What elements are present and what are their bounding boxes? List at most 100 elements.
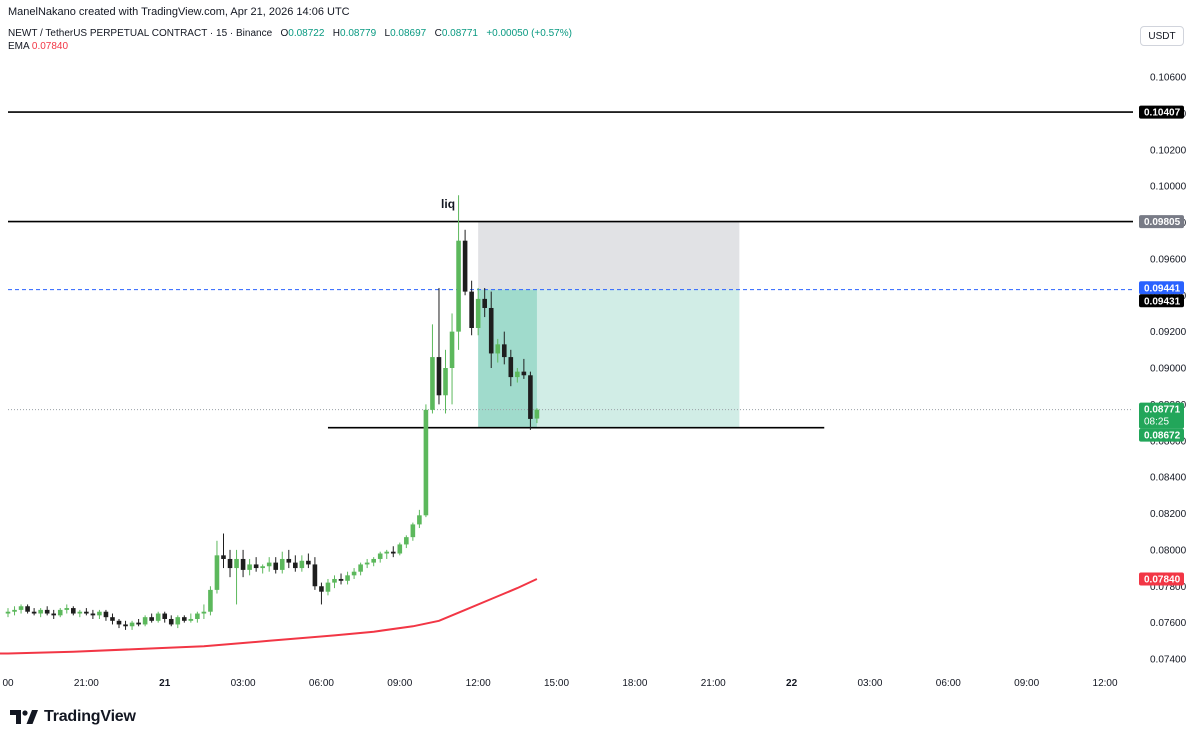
- candle-body: [443, 368, 448, 396]
- candle-body: [299, 560, 305, 569]
- candle-body: [332, 578, 337, 583]
- currency-button[interactable]: USDT: [1140, 26, 1184, 46]
- candle-body: [201, 611, 207, 614]
- candle-body: [57, 609, 63, 616]
- ema-series: [0, 578, 538, 655]
- candle-body: [371, 558, 376, 563]
- candle-body: [377, 553, 383, 559]
- candle-body: [528, 375, 533, 419]
- time-tick-label: 12:00: [466, 678, 491, 689]
- candle-49: [325, 578, 331, 596]
- tradingview-logo[interactable]: TradingView: [10, 708, 136, 726]
- legend-close-label: C: [434, 28, 442, 39]
- candle-72: [475, 287, 481, 336]
- candle-body: [208, 589, 213, 612]
- candle-body: [247, 564, 252, 570]
- candle-body: [5, 611, 11, 614]
- candle-body: [221, 555, 226, 559]
- legend-symbol[interactable]: NEWT / TetherUS PERPETUAL CONTRACT · 15 …: [8, 28, 273, 39]
- legend-ema-label: EMA: [8, 41, 30, 52]
- candle-body: [25, 606, 30, 612]
- candle-2: [18, 604, 24, 614]
- candle-body: [142, 617, 148, 625]
- price-label-0.09805: 0.09805: [1139, 215, 1184, 229]
- candle-15: [103, 609, 109, 621]
- candle-45: [299, 555, 305, 572]
- candle-12: [84, 608, 89, 616]
- annotations: liq: [441, 197, 455, 211]
- candle-60: [397, 542, 403, 556]
- candle-body: [175, 617, 181, 625]
- candle-body: [338, 578, 344, 581]
- stop-loss-zone[interactable]: [478, 221, 740, 290]
- position-tool[interactable]: [478, 221, 740, 428]
- price-tick-label: 0.08400: [1150, 473, 1187, 484]
- candle-56: [371, 557, 376, 567]
- legend-ema-row[interactable]: EMA 0.07840: [8, 40, 572, 53]
- legend-change: +0.00050 (+0.57%): [486, 28, 572, 39]
- candle-body: [319, 586, 324, 592]
- candle-body: [51, 613, 57, 616]
- candle-body: [293, 562, 298, 569]
- candle-body: [136, 622, 141, 625]
- candle-21: [142, 615, 148, 627]
- time-tick-label: 15:00: [544, 678, 569, 689]
- candle-17: [116, 618, 122, 629]
- candle-body: [501, 344, 507, 358]
- candle-20: [136, 618, 141, 627]
- candle-body: [495, 344, 501, 354]
- candle-body: [364, 562, 370, 565]
- candle-22: [149, 613, 154, 623]
- time-tick-label: 03:00: [231, 678, 256, 689]
- time-tick-label: 12:00: [1093, 678, 1118, 689]
- candle-body: [214, 555, 220, 590]
- price-tick-label: 0.10000: [1150, 182, 1187, 193]
- price-label-0.09441: 0.09441: [1139, 281, 1184, 295]
- time-tick-label: 18:00: [622, 678, 647, 689]
- candle-19: [129, 620, 135, 630]
- candle-14: [97, 609, 102, 619]
- candle-74: [488, 291, 494, 368]
- price-tick-label: 0.07600: [1150, 618, 1187, 629]
- candle-body: [449, 331, 455, 368]
- candle-body: [423, 409, 429, 516]
- price-tick-label: 0.10600: [1150, 73, 1187, 84]
- price-label-text: 0.09431: [1144, 296, 1181, 307]
- candle-body: [253, 564, 259, 569]
- candle-body: [234, 558, 239, 569]
- price-label-bg: [1139, 402, 1184, 429]
- candle-24: [162, 611, 168, 623]
- candle-18: [123, 620, 128, 630]
- candle-57: [377, 551, 383, 563]
- time-axis[interactable]: 00 21:00 21 03:00 06:00 09:00 12:00 15:00 18:00 2…: [2, 678, 1118, 689]
- candle-44: [293, 555, 298, 572]
- take-profit-zone-filled: [478, 289, 537, 428]
- candle-33: [221, 533, 226, 569]
- candle-4: [31, 608, 37, 616]
- candle-body: [508, 357, 514, 378]
- annotation-text[interactable]: liq: [441, 197, 455, 211]
- candle-27: [182, 615, 187, 623]
- candle-body: [123, 624, 128, 627]
- candle-6: [44, 606, 50, 616]
- chart-legend: NEWT / TetherUS PERPETUAL CONTRACT · 15 …: [8, 27, 572, 53]
- candle-63: [417, 509, 422, 529]
- price-tick-label: 0.07400: [1150, 655, 1187, 666]
- candle-50: [332, 575, 337, 589]
- candle-body: [195, 613, 200, 619]
- price-tick-label: 0.08600: [1150, 436, 1187, 447]
- ema-line: [0, 578, 538, 655]
- candle-body: [110, 617, 115, 621]
- candle-46: [306, 553, 311, 569]
- price-tick-label: 0.09000: [1150, 364, 1187, 375]
- candle-8: [57, 608, 63, 618]
- candle-body: [90, 613, 96, 616]
- candle-body: [182, 617, 187, 621]
- candle-body: [38, 609, 43, 614]
- candle-54: [358, 562, 363, 576]
- candle-body: [306, 560, 311, 565]
- candle-48: [319, 582, 324, 605]
- time-tick-label: 06:00: [309, 678, 334, 689]
- time-tick-label: 03:00: [857, 678, 882, 689]
